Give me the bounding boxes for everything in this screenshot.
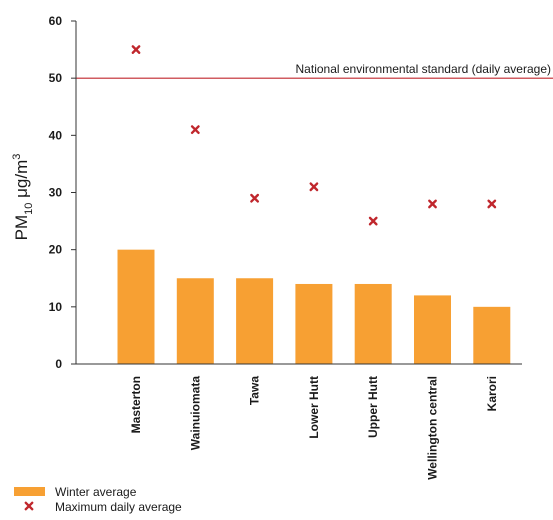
y-label-superscript: 3 bbox=[11, 154, 23, 160]
y-tick-label: 60 bbox=[49, 14, 63, 28]
legend-marker-maximum-daily bbox=[24, 501, 34, 511]
y-axis-label: PM10 μg/m3 bbox=[11, 154, 35, 241]
y-label-subscript: 10 bbox=[23, 203, 35, 215]
national-standard-label: National environmental standard (daily a… bbox=[296, 62, 551, 76]
x-axis-labels: Masterton Wainuiomata Tawa Lower Hutt Upper … bbox=[129, 376, 499, 480]
bar-tawa bbox=[236, 278, 274, 364]
marker-masterton bbox=[131, 45, 141, 54]
axes bbox=[75, 21, 522, 365]
legend-label-maximum-daily: Maximum daily average bbox=[55, 500, 182, 514]
marker-stroke bbox=[368, 216, 378, 226]
legend-swatch-winter-average bbox=[14, 487, 45, 496]
bar-lower-hutt bbox=[295, 283, 333, 364]
bar-karori bbox=[473, 306, 511, 364]
bars-winter-average bbox=[117, 249, 511, 364]
marker-stroke bbox=[428, 199, 437, 209]
y-label-unit: μg/m bbox=[12, 160, 31, 203]
marker-wainuiomata bbox=[190, 125, 200, 135]
y-tick-label: 20 bbox=[49, 243, 63, 257]
x-label-lower-hutt: Lower Hutt bbox=[307, 376, 321, 439]
x-label-masterton: Masterton bbox=[129, 376, 143, 433]
y-tick-label: 0 bbox=[55, 357, 62, 371]
x-label-wellington-central: Wellington central bbox=[426, 376, 440, 480]
y-label-base: PM bbox=[12, 215, 31, 241]
bar-masterton bbox=[117, 249, 155, 364]
marker-stroke bbox=[190, 125, 200, 135]
marker-stroke bbox=[131, 45, 141, 54]
bar-wainuiomata bbox=[176, 278, 214, 364]
x-label-tawa: Tawa bbox=[248, 376, 262, 405]
y-tick-label: 50 bbox=[49, 71, 63, 85]
bar-wellington-central bbox=[414, 295, 451, 364]
x-label-upper-hutt: Upper Hutt bbox=[366, 376, 380, 438]
y-tick-label: 30 bbox=[49, 186, 63, 200]
y-tick-label: 40 bbox=[49, 128, 63, 142]
bar-upper-hutt bbox=[354, 283, 392, 364]
y-axis-title: PM10 μg/m3 bbox=[11, 154, 35, 241]
marker-tawa bbox=[250, 193, 259, 203]
markers-maximum-daily bbox=[131, 45, 497, 226]
marker-lower-hutt bbox=[309, 182, 319, 192]
legend-label-winter-average: Winter average bbox=[55, 485, 137, 499]
marker-wellington-central bbox=[428, 199, 437, 209]
y-axis-ticks: 0 10 20 30 40 50 60 bbox=[49, 14, 76, 371]
marker-stroke bbox=[487, 199, 497, 209]
marker-stroke bbox=[309, 182, 319, 192]
reference-line-group: National environmental standard (daily a… bbox=[76, 62, 553, 79]
marker-stroke bbox=[24, 501, 34, 511]
marker-karori bbox=[487, 199, 497, 209]
marker-upper-hutt bbox=[368, 216, 378, 226]
marker-stroke bbox=[250, 193, 259, 203]
x-label-wainuiomata: Wainuiomata bbox=[188, 376, 202, 451]
y-tick-label: 10 bbox=[49, 300, 63, 314]
x-label-karori: Karori bbox=[485, 376, 499, 411]
